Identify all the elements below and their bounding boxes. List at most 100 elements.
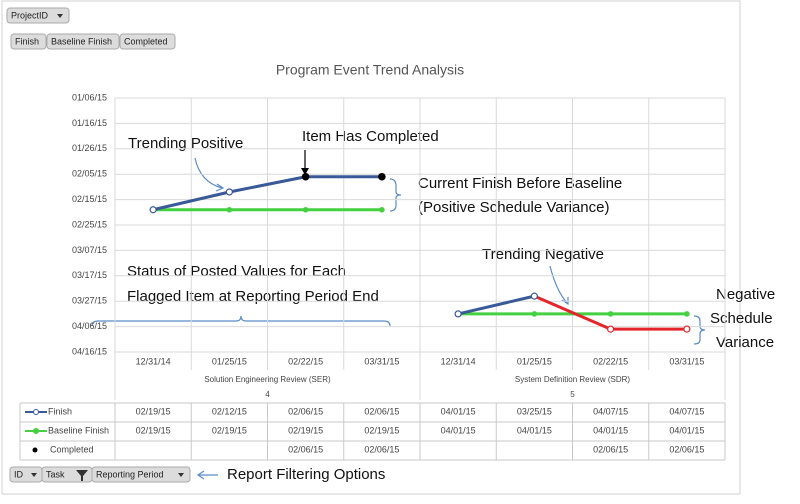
y-tick-label: 03/27/15	[72, 296, 107, 306]
y-tick-label: 02/05/15	[72, 169, 107, 179]
finish-segment	[532, 294, 613, 331]
table-cell: 02/19/15	[288, 425, 323, 435]
table-cell: 04/01/15	[669, 425, 704, 435]
table-cell: 03/25/15	[517, 406, 552, 416]
annotation: Current Finish Before Baseline	[418, 175, 622, 192]
finish-marker	[149, 206, 157, 214]
y-tick-label: 01/26/15	[72, 143, 107, 153]
field-label: Task	[46, 469, 65, 479]
dropdown-icon	[178, 473, 184, 477]
x-tick-label: 01/25/15	[212, 356, 247, 366]
dropdown-icon	[31, 473, 37, 477]
y-tick-label: 04/06/15	[72, 321, 107, 331]
table-cell: 02/06/15	[669, 444, 704, 454]
legend-symbol	[32, 447, 38, 453]
baseline-marker	[302, 206, 309, 213]
chart-title: Program Event Trend Analysis	[276, 62, 464, 78]
y-tick-label: 02/15/15	[72, 194, 107, 204]
x-tick-label: 03/31/15	[669, 356, 704, 366]
arrow-head	[215, 183, 225, 192]
annotation: Report Filtering Options	[227, 466, 385, 483]
arrow-head	[196, 470, 205, 480]
annotation: Flagged Item at Reporting Period End	[127, 288, 379, 305]
table-cell: 02/12/15	[212, 406, 247, 416]
x-tick-label: 02/22/15	[593, 356, 628, 366]
x-tick-label: 12/31/14	[441, 356, 476, 366]
legend-label: Finish	[48, 406, 72, 416]
x-tick-label: 03/31/15	[364, 356, 399, 366]
field-button[interactable]	[119, 33, 176, 50]
table-cell: 04/01/15	[517, 425, 552, 435]
y-tick-label: 02/25/15	[72, 219, 107, 229]
field-button[interactable]	[46, 33, 120, 50]
arrow-head	[301, 168, 309, 175]
group-label: System Definition Review (SDR)	[515, 375, 630, 384]
table-cell: 04/01/15	[593, 425, 628, 435]
baseline-marker	[607, 311, 614, 317]
finish-marker	[607, 325, 615, 333]
field-button[interactable]	[91, 466, 191, 483]
legend-label: Completed	[50, 444, 94, 454]
completed-marker	[301, 172, 310, 181]
table-cell: 02/06/15	[288, 406, 323, 416]
y-tick-label: 01/06/15	[72, 92, 107, 102]
table-cell: 02/06/15	[593, 444, 628, 454]
table-cell: 04/07/15	[593, 406, 628, 416]
filter-icon	[76, 470, 88, 481]
legend-symbol	[33, 428, 39, 434]
field-button[interactable]	[10, 33, 47, 50]
bracket	[91, 315, 391, 327]
frame	[1, 0, 741, 495]
x-tick-label: 12/31/14	[136, 356, 171, 366]
group-id: 5	[570, 390, 575, 399]
filter-button[interactable]	[6, 7, 70, 24]
x-tick-label: 01/25/15	[517, 356, 552, 366]
table-cell: 04/07/15	[669, 406, 704, 416]
annotation: Negative	[716, 286, 775, 303]
table-cell: 02/19/15	[212, 425, 247, 435]
finish-segment	[151, 190, 231, 212]
bracket	[389, 178, 402, 212]
completed-marker	[378, 172, 386, 181]
table-cell: 04/01/15	[441, 406, 476, 416]
y-tick-label: 01/16/15	[72, 118, 107, 128]
field-label: Reporting Period	[96, 469, 164, 479]
finish-marker	[530, 292, 538, 300]
baseline-marker	[531, 311, 538, 317]
finish-marker	[454, 310, 462, 318]
finish-segment	[227, 175, 308, 194]
annotation-arrow	[194, 157, 223, 189]
annotation: Trending Negative	[482, 246, 604, 263]
y-tick-label: 03/07/15	[72, 245, 107, 255]
annotation: Item Has Completed	[302, 128, 439, 145]
group-label: Solution Engineering Review (SER)	[204, 375, 331, 384]
table-cell: 02/19/15	[364, 425, 399, 435]
annotation: Status of Posted Values for Each	[127, 263, 346, 280]
table-cell: 02/06/15	[364, 444, 399, 454]
dropdown-icon	[57, 14, 63, 18]
field-label: Baseline Finish	[51, 36, 112, 46]
legend-label: Baseline Finish	[48, 425, 109, 435]
filter-label: ProjectID	[11, 10, 49, 20]
finish-marker	[683, 325, 691, 333]
x-tick-label: 02/22/15	[288, 356, 323, 366]
table-cell: 02/06/15	[288, 444, 323, 454]
y-tick-label: 04/16/15	[72, 346, 107, 356]
annotation: Schedule	[710, 310, 773, 327]
y-tick-label: 03/17/15	[72, 270, 107, 280]
group-id: 4	[265, 390, 270, 399]
field-label: Completed	[124, 36, 168, 46]
legend-symbol	[33, 409, 39, 415]
annotation: Trending Positive	[128, 135, 243, 152]
baseline-marker	[226, 206, 233, 213]
baseline-marker	[379, 206, 385, 213]
annotation: Variance	[716, 334, 774, 351]
bracket	[693, 315, 706, 345]
table-cell: 02/19/15	[136, 425, 171, 435]
table-cell: 02/06/15	[364, 406, 399, 416]
table-cell: 02/19/15	[136, 406, 171, 416]
table-cell: 04/01/15	[441, 425, 476, 435]
field-label: ID	[14, 469, 24, 479]
annotation: (Positive Schedule Variance)	[418, 199, 609, 216]
